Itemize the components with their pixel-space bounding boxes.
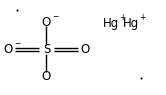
Text: −: − bbox=[52, 13, 58, 22]
Text: O: O bbox=[42, 16, 51, 29]
Text: O: O bbox=[80, 43, 89, 56]
Text: −: − bbox=[14, 39, 20, 48]
Text: S: S bbox=[43, 43, 50, 56]
Text: Hg: Hg bbox=[123, 17, 139, 30]
Text: O: O bbox=[42, 70, 51, 82]
Text: O: O bbox=[4, 43, 13, 56]
Text: +: + bbox=[139, 13, 146, 22]
Text: Hg: Hg bbox=[103, 17, 119, 30]
Text: +: + bbox=[120, 13, 126, 22]
